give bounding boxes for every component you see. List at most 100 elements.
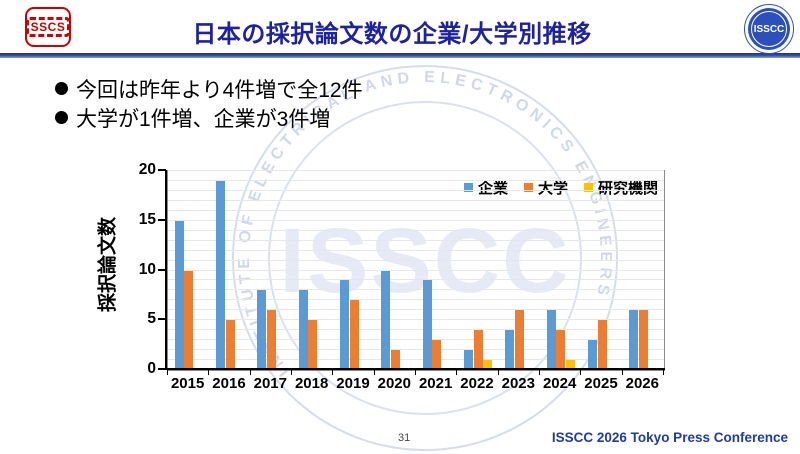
bullet-item: 今回は昨年より4件増で全12件 <box>55 74 363 103</box>
x-tick-label-2019: 2019 <box>336 375 370 392</box>
isscc-logo: ISSCC <box>744 4 794 54</box>
x-tick-label-2025: 2025 <box>584 375 618 392</box>
bar-企業-2018 <box>298 290 308 370</box>
legend-item-企業: 企業 <box>463 177 508 198</box>
bar-企業-2022 <box>464 350 473 370</box>
x-axis-line <box>165 368 665 370</box>
isscc-logo-ring <box>751 11 787 47</box>
y-axis-tick <box>158 169 166 171</box>
bar-大学-2020 <box>390 350 400 370</box>
gridline <box>168 349 664 351</box>
plot-area: 企業 大学 研究機関 <box>167 170 665 371</box>
gridline <box>168 219 664 221</box>
y-axis-tick <box>158 368 166 370</box>
gridline <box>168 179 664 181</box>
legend-label-大学: 大学 <box>537 180 568 197</box>
gridline <box>168 359 664 361</box>
y-tick-label-5: 5 <box>147 310 156 328</box>
isscc-logo-disc: ISSCC <box>748 8 790 50</box>
y-axis-tick <box>158 268 166 271</box>
gridline <box>168 339 664 341</box>
gridline <box>168 299 664 301</box>
x-axis-tick <box>663 370 664 375</box>
bar-大学-2021 <box>432 340 442 370</box>
x-axis-tick <box>249 370 251 375</box>
y-tick-label-10: 10 <box>138 260 156 278</box>
chart-legend: 企業 大学 研究機関 <box>463 177 658 198</box>
bar-大学-2018 <box>308 320 318 370</box>
bar-企業-2015 <box>174 220 184 370</box>
x-tick-label-2024: 2024 <box>542 375 577 392</box>
x-tick-label-2018: 2018 <box>294 375 329 392</box>
x-tick-label-2016: 2016 <box>212 375 246 392</box>
bullet-list: 今回は昨年より4件増で全12件 大学が1件増、企業が3件増 <box>55 74 363 132</box>
gridline <box>168 329 664 331</box>
bullet-text: 大学が1件増、企業が3件増 <box>76 107 331 131</box>
bar-大学-2022 <box>473 330 483 370</box>
bar-企業-2020 <box>381 270 391 370</box>
bar-大学-2023 <box>514 310 524 370</box>
gridline <box>168 319 664 321</box>
x-axis-tick <box>415 370 416 375</box>
gridline <box>168 309 664 311</box>
gridline <box>168 199 664 201</box>
bar-企業-2016 <box>216 180 225 370</box>
y-tick-label-15: 15 <box>138 210 156 228</box>
x-tick-label-2026: 2026 <box>625 375 659 392</box>
x-axis-tick <box>291 370 292 375</box>
bullet-icon <box>55 82 68 95</box>
bar-大学-2019 <box>349 300 359 370</box>
x-tick-label-2023: 2023 <box>501 375 535 392</box>
bar-企業-2025 <box>588 340 597 370</box>
gridline <box>168 279 664 281</box>
gridline <box>168 229 664 231</box>
x-axis-tick <box>332 370 334 375</box>
bar-企業-2021 <box>422 280 432 370</box>
gridline <box>168 239 664 241</box>
legend-label-研究機関: 研究機関 <box>597 180 658 197</box>
bar-企業-2023 <box>505 330 515 370</box>
bar-研究機関-2022 <box>483 360 492 370</box>
x-axis-tick <box>208 370 210 375</box>
x-tick-label-2017: 2017 <box>253 375 287 392</box>
sscs-logo: SSCS <box>25 7 71 47</box>
x-axis-tick <box>167 370 168 375</box>
bar-研究機関-2024 <box>565 360 575 370</box>
bar-大学-2025 <box>597 320 607 370</box>
gridline <box>168 189 664 191</box>
x-axis-tick <box>373 370 375 375</box>
bullet-item: 大学が1件増、企業が3件増 <box>55 103 363 132</box>
legend-swatch-大学 <box>523 183 533 192</box>
x-tick-label-2015: 2015 <box>170 375 205 392</box>
bar-大学-2016 <box>225 320 235 370</box>
x-axis-tick <box>456 370 458 375</box>
gridline <box>168 209 664 211</box>
bar-大学-2015 <box>184 270 194 370</box>
bar-企業-2017 <box>257 290 267 370</box>
legend-item-研究機関: 研究機関 <box>583 177 658 198</box>
sscs-logo-text: SSCS <box>25 17 71 37</box>
y-tick-label-20: 20 <box>138 161 156 178</box>
x-tick-label-2021: 2021 <box>418 375 453 392</box>
gridline <box>168 249 664 251</box>
x-axis-tick <box>621 370 623 375</box>
page-number: 31 <box>398 432 411 444</box>
x-axis-tick <box>497 370 499 375</box>
x-axis-tick <box>539 370 540 375</box>
bar-大学-2017 <box>266 310 276 370</box>
gridline <box>168 269 664 271</box>
x-tick-label-2022: 2022 <box>460 375 494 392</box>
bar-企業-2024 <box>546 310 556 370</box>
title-divider <box>0 53 800 58</box>
x-axis-tick <box>580 370 582 375</box>
bar-企業-2019 <box>340 280 349 370</box>
x-tick-label-2020: 2020 <box>377 375 411 392</box>
bullet-icon <box>55 111 68 124</box>
bar-企業-2026 <box>629 310 639 370</box>
legend-swatch-研究機関 <box>583 183 593 192</box>
gridline <box>168 259 664 261</box>
bullet-text: 今回は昨年より4件増で全12件 <box>76 78 363 102</box>
legend-swatch-企業 <box>463 183 473 192</box>
